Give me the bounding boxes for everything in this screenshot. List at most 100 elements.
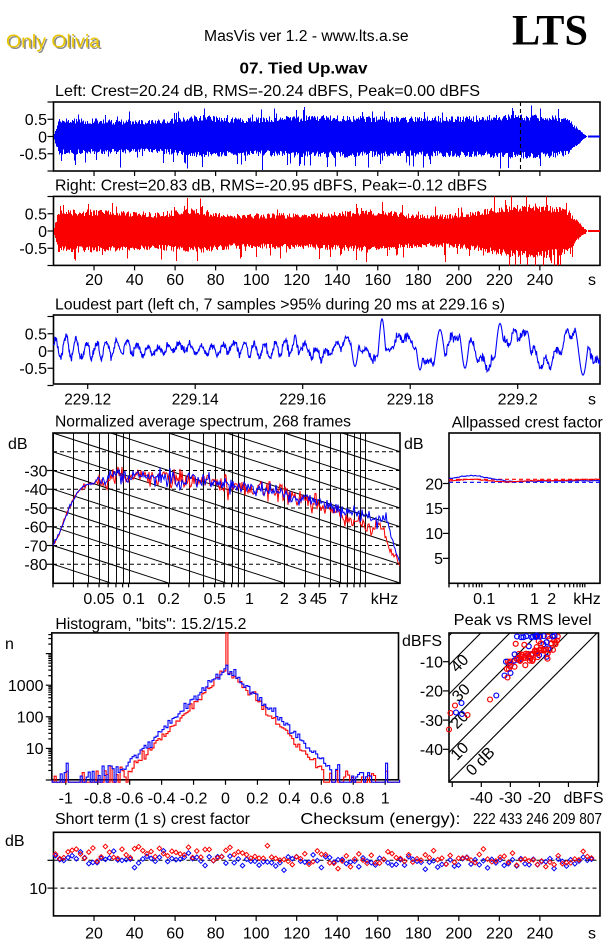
- svg-text:100: 100: [17, 710, 44, 727]
- svg-text:dB: dB: [404, 436, 424, 453]
- svg-text:0.2: 0.2: [246, 791, 268, 808]
- svg-text:140: 140: [324, 272, 351, 289]
- svg-text:40: 40: [126, 926, 144, 943]
- svg-text:10: 10: [26, 741, 44, 758]
- svg-text:-30: -30: [499, 790, 522, 807]
- svg-text:0: 0: [38, 224, 47, 241]
- svg-text:180: 180: [405, 272, 432, 289]
- svg-text:Histogram, "bits": 15.2/15.2: Histogram, "bits": 15.2/15.2: [55, 616, 246, 633]
- svg-text:0.5: 0.5: [204, 591, 226, 608]
- svg-text:5: 5: [434, 551, 443, 568]
- svg-text:222 433 246 209 807: 222 433 246 209 807: [473, 811, 602, 828]
- svg-text:240: 240: [527, 926, 554, 943]
- svg-text:2: 2: [280, 591, 289, 608]
- svg-text:s: s: [588, 926, 596, 943]
- svg-text:60: 60: [166, 272, 184, 289]
- svg-text:Normalized average spectrum, 2: Normalized average spectrum, 268 frames: [55, 414, 351, 431]
- svg-text:0: 0: [38, 344, 47, 361]
- svg-text:160: 160: [364, 926, 391, 943]
- svg-text:120: 120: [283, 926, 310, 943]
- svg-text:Only Olivia: Only Olivia: [6, 31, 101, 52]
- svg-text:dBFS: dBFS: [563, 790, 603, 807]
- svg-text:dBFS: dBFS: [402, 633, 442, 650]
- svg-text:0.5: 0.5: [25, 207, 47, 224]
- svg-text:07. Tied Up.wav: 07. Tied Up.wav: [240, 61, 368, 78]
- svg-text:0.1: 0.1: [123, 591, 145, 608]
- svg-text:Left: Crest=20.24 dB, RMS=-20.: Left: Crest=20.24 dB, RMS=-20.24 dBFS, P…: [55, 83, 480, 100]
- svg-text:-0.5: -0.5: [19, 147, 47, 164]
- svg-text:MasVis ver 1.2 - www.lts.a.se: MasVis ver 1.2 - www.lts.a.se: [204, 28, 409, 45]
- svg-text:-40: -40: [470, 790, 493, 807]
- svg-text:40: 40: [126, 272, 144, 289]
- svg-text:180: 180: [405, 926, 432, 943]
- svg-text:-50: -50: [24, 501, 47, 518]
- svg-text:0.5: 0.5: [25, 112, 47, 129]
- svg-text:200: 200: [445, 272, 472, 289]
- svg-text:Allpassed crest factor: Allpassed crest factor: [452, 415, 604, 432]
- svg-text:-20: -20: [528, 790, 551, 807]
- svg-text:0.6: 0.6: [310, 791, 332, 808]
- svg-text:-40: -40: [420, 742, 443, 759]
- svg-text:-40: -40: [24, 482, 47, 499]
- svg-text:Loudest part (left ch, 7 samp: Loudest part (left ch, 7 samples >95% du…: [55, 297, 505, 314]
- svg-text:Short term (1 s) crest factor: Short term (1 s) crest factor: [55, 811, 251, 828]
- svg-text:1: 1: [245, 591, 254, 608]
- svg-text:0: 0: [38, 129, 47, 146]
- svg-text:229.2: 229.2: [498, 392, 538, 409]
- svg-text:-0.5: -0.5: [19, 241, 47, 258]
- svg-text:120: 120: [283, 272, 310, 289]
- svg-text:-20: -20: [420, 684, 443, 701]
- svg-text:140: 140: [324, 926, 351, 943]
- svg-text:LTS: LTS: [512, 8, 588, 55]
- svg-text:220: 220: [486, 272, 513, 289]
- svg-text:7: 7: [340, 591, 349, 608]
- svg-text:20: 20: [85, 926, 103, 943]
- svg-text:100: 100: [243, 926, 270, 943]
- svg-text:kHz: kHz: [371, 591, 399, 608]
- svg-text:Peak vs RMS level: Peak vs RMS level: [454, 612, 592, 629]
- svg-text:0.05: 0.05: [83, 591, 114, 608]
- svg-text:s: s: [588, 272, 596, 289]
- svg-text:20: 20: [85, 272, 103, 289]
- svg-text:80: 80: [207, 272, 225, 289]
- svg-text:kHz: kHz: [573, 591, 601, 608]
- svg-text:15: 15: [425, 501, 443, 518]
- svg-text:10: 10: [29, 881, 47, 898]
- svg-text:n: n: [5, 636, 14, 653]
- svg-text:-0.2: -0.2: [180, 791, 208, 808]
- svg-text:80: 80: [207, 926, 225, 943]
- svg-text:4: 4: [310, 591, 319, 608]
- svg-text:0.8: 0.8: [342, 791, 364, 808]
- svg-text:229.18: 229.18: [387, 392, 434, 409]
- svg-text:220: 220: [486, 926, 513, 943]
- svg-text:1: 1: [381, 791, 390, 808]
- svg-text:0: 0: [221, 791, 230, 808]
- svg-text:100: 100: [243, 272, 270, 289]
- svg-text:0.2: 0.2: [158, 591, 180, 608]
- svg-text:-0.5: -0.5: [19, 361, 47, 378]
- svg-text:dB: dB: [5, 833, 25, 850]
- svg-text:1: 1: [530, 591, 539, 608]
- svg-text:-10: -10: [420, 655, 443, 672]
- svg-text:2: 2: [547, 591, 556, 608]
- svg-text:-60: -60: [24, 520, 47, 537]
- svg-text:229.16: 229.16: [279, 392, 326, 409]
- svg-text:-30: -30: [24, 463, 47, 480]
- svg-text:10: 10: [448, 739, 473, 764]
- svg-text:Right: Crest=20.83 dB, RMS=-20: Right: Crest=20.83 dB, RMS=-20.95 dBFS, …: [55, 178, 487, 195]
- svg-text:-0.8: -0.8: [84, 791, 112, 808]
- svg-text:200: 200: [445, 926, 472, 943]
- svg-text:dB: dB: [8, 436, 28, 453]
- svg-text:Checksum (energy):: Checksum (energy):: [300, 811, 460, 828]
- svg-text:-70: -70: [24, 538, 47, 555]
- svg-text:40: 40: [448, 651, 473, 676]
- svg-text:0.4: 0.4: [278, 791, 300, 808]
- svg-text:1000: 1000: [8, 678, 44, 695]
- svg-text:5: 5: [318, 591, 327, 608]
- svg-text:s: s: [588, 392, 596, 409]
- svg-text:160: 160: [364, 272, 391, 289]
- svg-text:240: 240: [527, 272, 554, 289]
- svg-text:-0.4: -0.4: [148, 791, 176, 808]
- svg-text:229.14: 229.14: [172, 392, 219, 409]
- svg-text:20: 20: [425, 476, 443, 493]
